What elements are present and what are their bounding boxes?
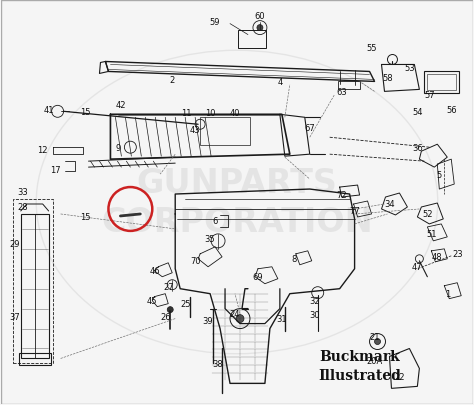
Text: 72: 72	[337, 190, 347, 199]
Text: 59: 59	[210, 18, 220, 27]
Text: 1: 1	[445, 290, 450, 298]
Text: 17: 17	[50, 165, 61, 174]
Text: 37: 37	[9, 312, 20, 321]
Text: 39: 39	[203, 316, 213, 325]
Text: 30: 30	[310, 310, 320, 319]
Text: 6: 6	[212, 217, 218, 226]
Text: 69: 69	[253, 273, 263, 281]
Text: 42: 42	[115, 100, 126, 110]
Text: 25: 25	[180, 299, 191, 308]
Text: 58: 58	[382, 74, 393, 83]
Text: 56: 56	[446, 106, 456, 115]
Circle shape	[257, 26, 263, 32]
Bar	[337, 82, 360, 90]
Text: 57: 57	[424, 91, 435, 100]
Circle shape	[236, 315, 244, 323]
Bar	[13, 200, 53, 364]
Text: 77: 77	[349, 207, 360, 216]
Text: 26: 26	[160, 312, 171, 321]
Text: 20A: 20A	[366, 356, 383, 365]
Text: 51: 51	[426, 230, 437, 239]
Bar	[21, 214, 49, 358]
Text: 22: 22	[394, 372, 405, 381]
Text: 28: 28	[18, 203, 28, 212]
Text: 52: 52	[422, 210, 433, 219]
Circle shape	[374, 339, 381, 345]
Text: 67: 67	[304, 124, 315, 132]
Text: 10: 10	[205, 109, 215, 117]
Bar	[238, 30, 266, 49]
Text: Illustrated: Illustrated	[318, 369, 401, 382]
Text: 12: 12	[37, 145, 48, 154]
Text: 38: 38	[213, 359, 223, 368]
Text: 15: 15	[80, 213, 91, 222]
Text: 21: 21	[369, 332, 380, 341]
Text: 36: 36	[412, 143, 423, 152]
Text: 48: 48	[432, 253, 443, 262]
Text: 24: 24	[230, 309, 240, 318]
Text: 32: 32	[310, 296, 320, 305]
Text: 31: 31	[276, 314, 287, 323]
Text: 41: 41	[44, 106, 54, 115]
Text: 47: 47	[412, 262, 423, 272]
Text: 8: 8	[291, 255, 297, 264]
Text: 11: 11	[181, 109, 191, 117]
Bar	[424, 72, 459, 94]
Text: 4: 4	[277, 78, 283, 87]
Text: 60: 60	[255, 12, 265, 21]
Bar	[19, 354, 51, 366]
Circle shape	[167, 307, 173, 313]
Text: 29: 29	[9, 240, 20, 249]
Text: 54: 54	[412, 108, 423, 117]
Text: 40: 40	[230, 109, 240, 117]
Text: 63: 63	[336, 87, 347, 97]
Text: 43: 43	[190, 126, 201, 134]
Text: Buckmark: Buckmark	[319, 350, 400, 364]
Text: 9: 9	[116, 143, 121, 152]
Text: 45: 45	[147, 296, 157, 305]
Text: 2: 2	[170, 76, 175, 85]
Text: 15: 15	[80, 108, 91, 117]
Text: 70: 70	[190, 257, 201, 266]
Text: 53: 53	[404, 64, 415, 73]
Bar	[200, 118, 250, 146]
Bar	[428, 75, 456, 91]
Text: 33: 33	[18, 187, 28, 196]
Text: 55: 55	[366, 44, 377, 53]
Text: GUNPARTS
CORPORATION: GUNPARTS CORPORATION	[101, 167, 373, 238]
Text: 5: 5	[437, 170, 442, 179]
Text: 23: 23	[452, 250, 463, 259]
Text: 34: 34	[384, 200, 395, 209]
Text: 27: 27	[163, 283, 173, 292]
Text: 46: 46	[150, 266, 161, 275]
Text: 35: 35	[205, 235, 215, 244]
